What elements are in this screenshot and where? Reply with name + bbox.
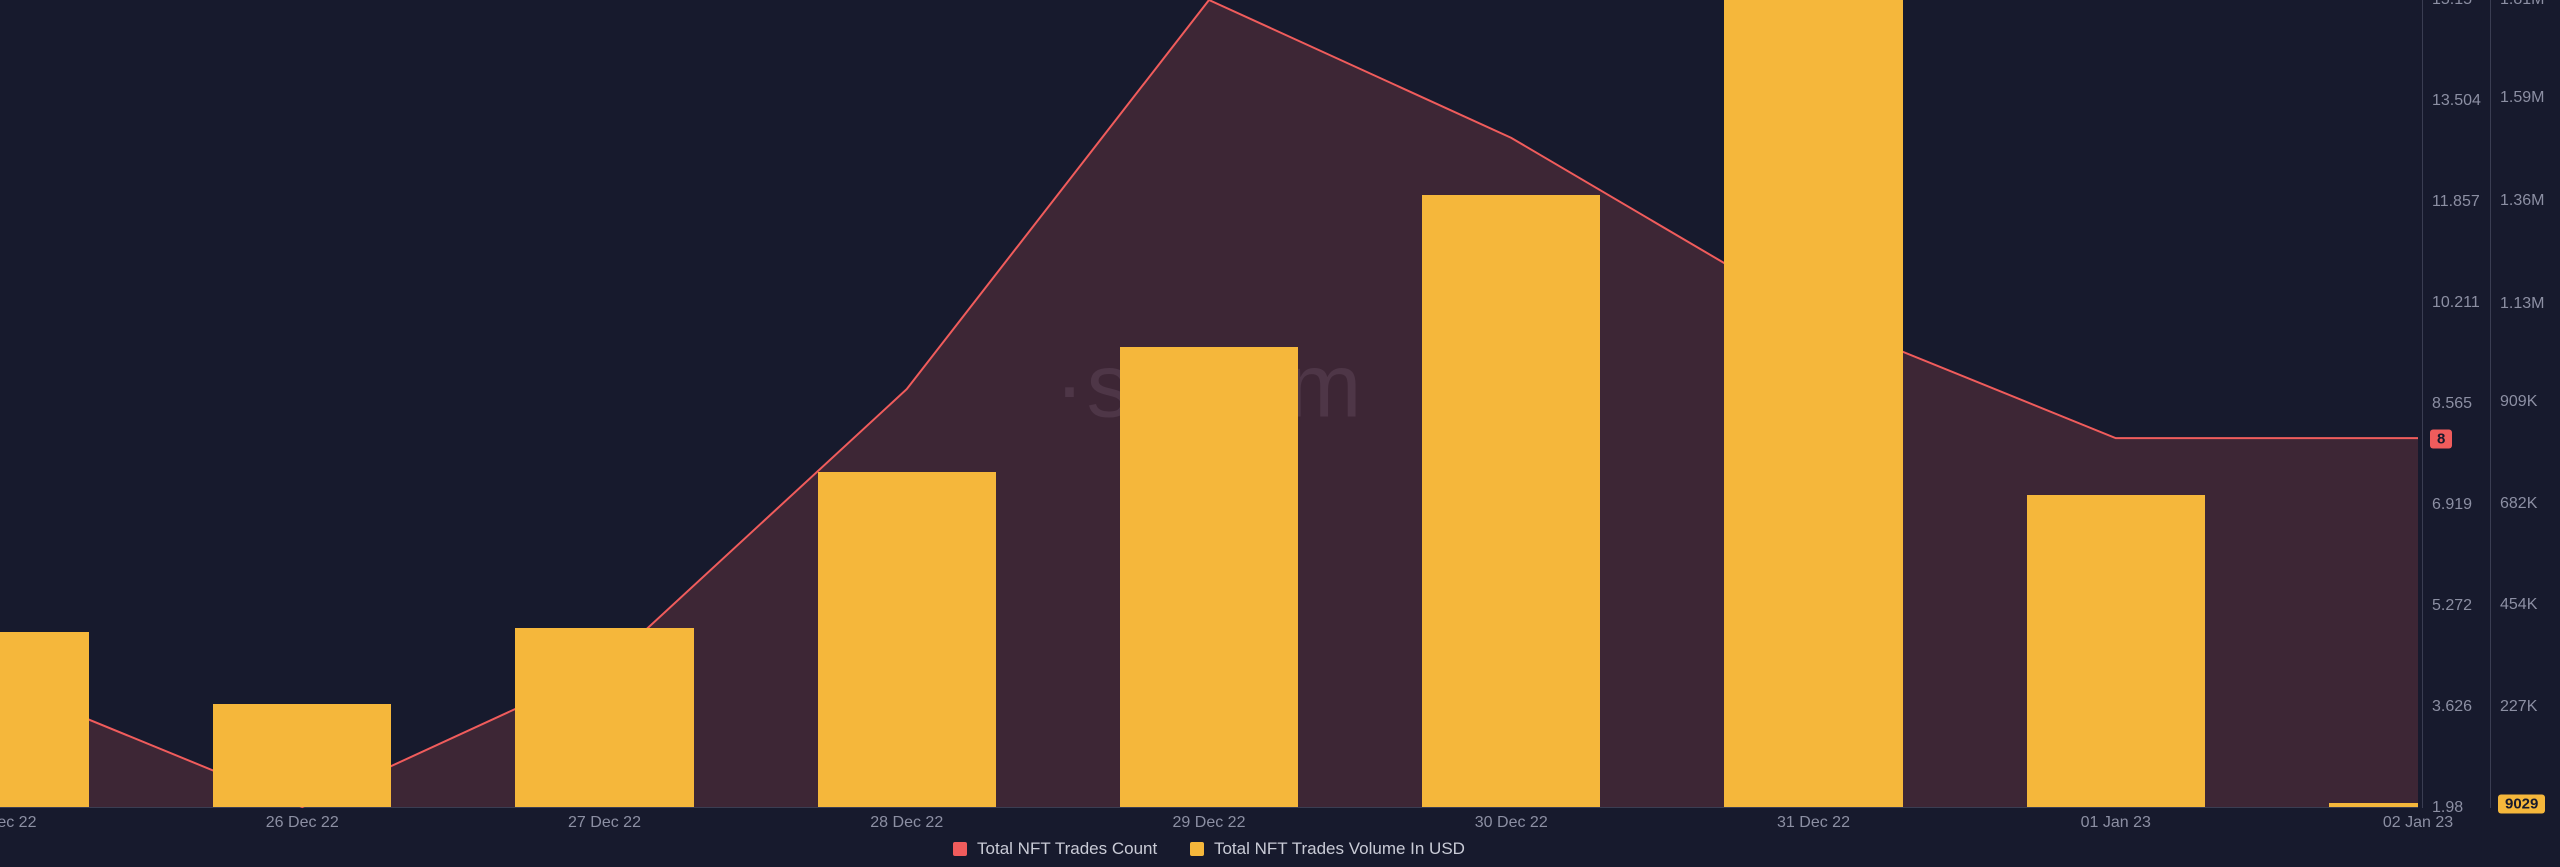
- legend-item-volume[interactable]: Total NFT Trades Volume In USD: [1190, 839, 1465, 859]
- bar[interactable]: [2027, 495, 2205, 807]
- x-axis-label: 31 Dec 22: [1777, 814, 1850, 832]
- y1-tick-label: 8.565: [2432, 395, 2472, 413]
- bar[interactable]: [515, 628, 693, 807]
- y2-tick-label: 682K: [2500, 495, 2537, 513]
- bar[interactable]: [213, 704, 391, 807]
- x-axis-label: 25 Dec 22: [0, 814, 36, 832]
- x-axis-label: 29 Dec 22: [1173, 814, 1246, 832]
- bar[interactable]: [818, 472, 996, 807]
- y2-tick-label: 1.81M: [2500, 0, 2544, 9]
- y1-tick-label: 3.626: [2432, 698, 2472, 716]
- legend-label-volume: Total NFT Trades Volume In USD: [1214, 839, 1465, 859]
- legend-swatch-count: [953, 842, 967, 856]
- y2-tick-label: 1.59M: [2500, 89, 2544, 107]
- bar[interactable]: [1724, 0, 1902, 807]
- legend-item-count[interactable]: Total NFT Trades Count: [953, 839, 1157, 859]
- y2-axis-line: [2490, 0, 2491, 808]
- x-axis-label: 27 Dec 22: [568, 814, 641, 832]
- y1-tick-label: 10.211: [2432, 294, 2480, 312]
- legend: Total NFT Trades Count Total NFT Trades …: [0, 839, 2418, 861]
- y1-tick-label: 13.504: [2432, 92, 2481, 110]
- x-axis-label: 30 Dec 22: [1475, 814, 1548, 832]
- y1-tick-label: 6.919: [2432, 496, 2472, 514]
- y1-tick-label: 5.272: [2432, 597, 2472, 615]
- legend-swatch-volume: [1190, 842, 1204, 856]
- y1-tick-label: 15.15: [2432, 0, 2472, 9]
- y2-tick-label: 909K: [2500, 393, 2537, 411]
- bar[interactable]: [1120, 347, 1298, 807]
- y1-axis-line: [2422, 0, 2423, 808]
- y1-tick-label: 11.857: [2432, 193, 2480, 211]
- bar[interactable]: [1422, 195, 1600, 807]
- x-axis-label: 28 Dec 22: [870, 814, 943, 832]
- bar[interactable]: [2329, 803, 2418, 807]
- x-axis-label: 01 Jan 23: [2081, 814, 2151, 832]
- y1-current-badge: 8: [2430, 429, 2452, 448]
- y2-tick-label: 454K: [2500, 596, 2537, 614]
- y2-tick-label: 1.13M: [2500, 295, 2544, 313]
- nft-chart: ·santim Total NFT Trades Count Total NFT…: [0, 0, 2560, 867]
- x-axis-label: 26 Dec 22: [266, 814, 339, 832]
- plot-area[interactable]: ·santim: [0, 0, 2418, 808]
- y2-tick-label: 227K: [2500, 698, 2537, 716]
- y2-current-badge: 9029: [2498, 794, 2545, 813]
- bar[interactable]: [0, 632, 89, 807]
- y2-tick-label: 1.36M: [2500, 192, 2544, 210]
- legend-label-count: Total NFT Trades Count: [977, 839, 1157, 859]
- y1-tick-label: 1.98: [2432, 799, 2463, 817]
